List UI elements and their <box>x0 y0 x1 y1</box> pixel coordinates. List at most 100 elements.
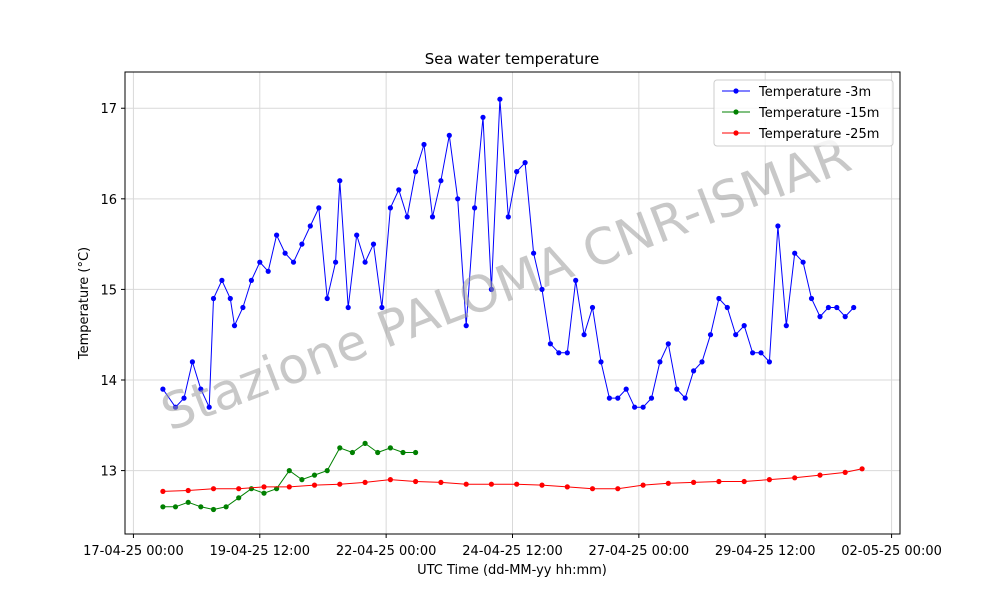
data-point <box>172 504 179 510</box>
data-point <box>648 395 655 401</box>
data-point <box>299 241 305 247</box>
data-point <box>248 486 254 492</box>
legend: Temperature -3m Temperature -15m Temperatu… <box>713 79 894 147</box>
legend-entry: Temperature -3m <box>758 85 871 100</box>
data-point <box>185 487 191 494</box>
data-point <box>362 479 368 485</box>
data-point <box>299 477 305 483</box>
y-tick-label: 17 <box>100 102 117 117</box>
data-point <box>733 332 739 338</box>
data-point <box>227 295 233 302</box>
data-point <box>792 475 798 481</box>
series-2 <box>160 440 419 513</box>
x-tick-label: 24-04-25 12:00 <box>462 544 563 559</box>
data-point <box>236 495 242 501</box>
data-point <box>623 386 629 392</box>
data-point <box>231 323 238 329</box>
data-point <box>248 277 254 283</box>
data-point <box>716 478 722 485</box>
data-point <box>337 178 343 184</box>
data-point <box>531 250 537 256</box>
data-point <box>834 304 840 311</box>
y-axis-label: Temperature (°C) <box>77 247 92 360</box>
legend-marker <box>733 88 739 94</box>
data-point <box>488 481 494 487</box>
data-point <box>375 449 381 456</box>
data-point <box>198 386 204 392</box>
series-layer <box>160 96 865 513</box>
data-point <box>429 214 436 220</box>
data-point <box>615 486 621 492</box>
data-point <box>547 341 554 347</box>
data-point <box>198 504 204 510</box>
data-point <box>766 477 773 483</box>
data-point <box>783 323 789 329</box>
data-point <box>210 486 217 492</box>
data-point <box>337 445 343 451</box>
data-point <box>219 277 225 283</box>
data-point <box>265 268 271 274</box>
data-point <box>370 241 377 247</box>
data-point <box>261 484 267 490</box>
data-point <box>400 449 406 456</box>
data-point <box>274 232 280 238</box>
data-point <box>333 259 339 265</box>
x-tick-label: 17-04-25 00:00 <box>83 544 184 559</box>
data-point <box>808 295 815 302</box>
data-point <box>362 440 368 446</box>
data-point <box>581 332 587 338</box>
data-point <box>316 205 322 211</box>
x-axis: 17-04-25 00:00 19-04-25 12:00 22-04-25 00:… <box>83 534 942 559</box>
data-point <box>413 169 419 175</box>
data-point <box>463 323 469 329</box>
data-point <box>472 205 478 211</box>
data-point <box>775 223 781 229</box>
data-point <box>185 499 191 505</box>
data-point <box>311 482 318 488</box>
data-point <box>851 304 857 311</box>
data-point <box>699 359 705 365</box>
legend-marker <box>733 130 739 136</box>
data-point <box>261 490 267 496</box>
data-point <box>345 304 351 311</box>
data-point <box>817 314 823 320</box>
data-point <box>758 350 764 356</box>
data-point <box>640 482 646 488</box>
data-point <box>438 178 444 184</box>
data-point <box>741 478 747 485</box>
data-point <box>286 468 292 474</box>
data-point <box>362 259 368 265</box>
data-point <box>286 484 292 490</box>
y-tick-label: 14 <box>100 374 117 389</box>
data-point <box>189 359 195 365</box>
data-point <box>421 141 427 148</box>
data-point <box>665 480 671 486</box>
data-point <box>674 386 680 392</box>
legend-marker <box>733 109 739 115</box>
data-point <box>682 395 688 401</box>
data-point <box>842 469 848 475</box>
data-point <box>181 395 187 401</box>
data-point <box>589 304 596 311</box>
data-point <box>379 304 385 311</box>
data-point <box>842 314 848 320</box>
data-point <box>236 486 242 492</box>
data-point <box>160 504 166 510</box>
data-point <box>724 304 730 311</box>
data-point <box>160 488 166 494</box>
y-axis: 13 14 15 16 17 <box>100 102 125 480</box>
data-point <box>716 295 722 302</box>
data-point <box>223 504 229 510</box>
data-point <box>792 250 798 256</box>
data-point <box>800 259 806 265</box>
series-3 <box>160 466 865 494</box>
data-point <box>413 449 419 456</box>
y-tick-label: 15 <box>100 283 117 298</box>
data-point <box>606 395 613 401</box>
data-point <box>615 395 621 401</box>
data-point <box>172 404 179 410</box>
data-point <box>522 160 528 166</box>
data-point <box>387 205 393 211</box>
data-point <box>404 214 410 220</box>
legend-box <box>713 79 894 147</box>
